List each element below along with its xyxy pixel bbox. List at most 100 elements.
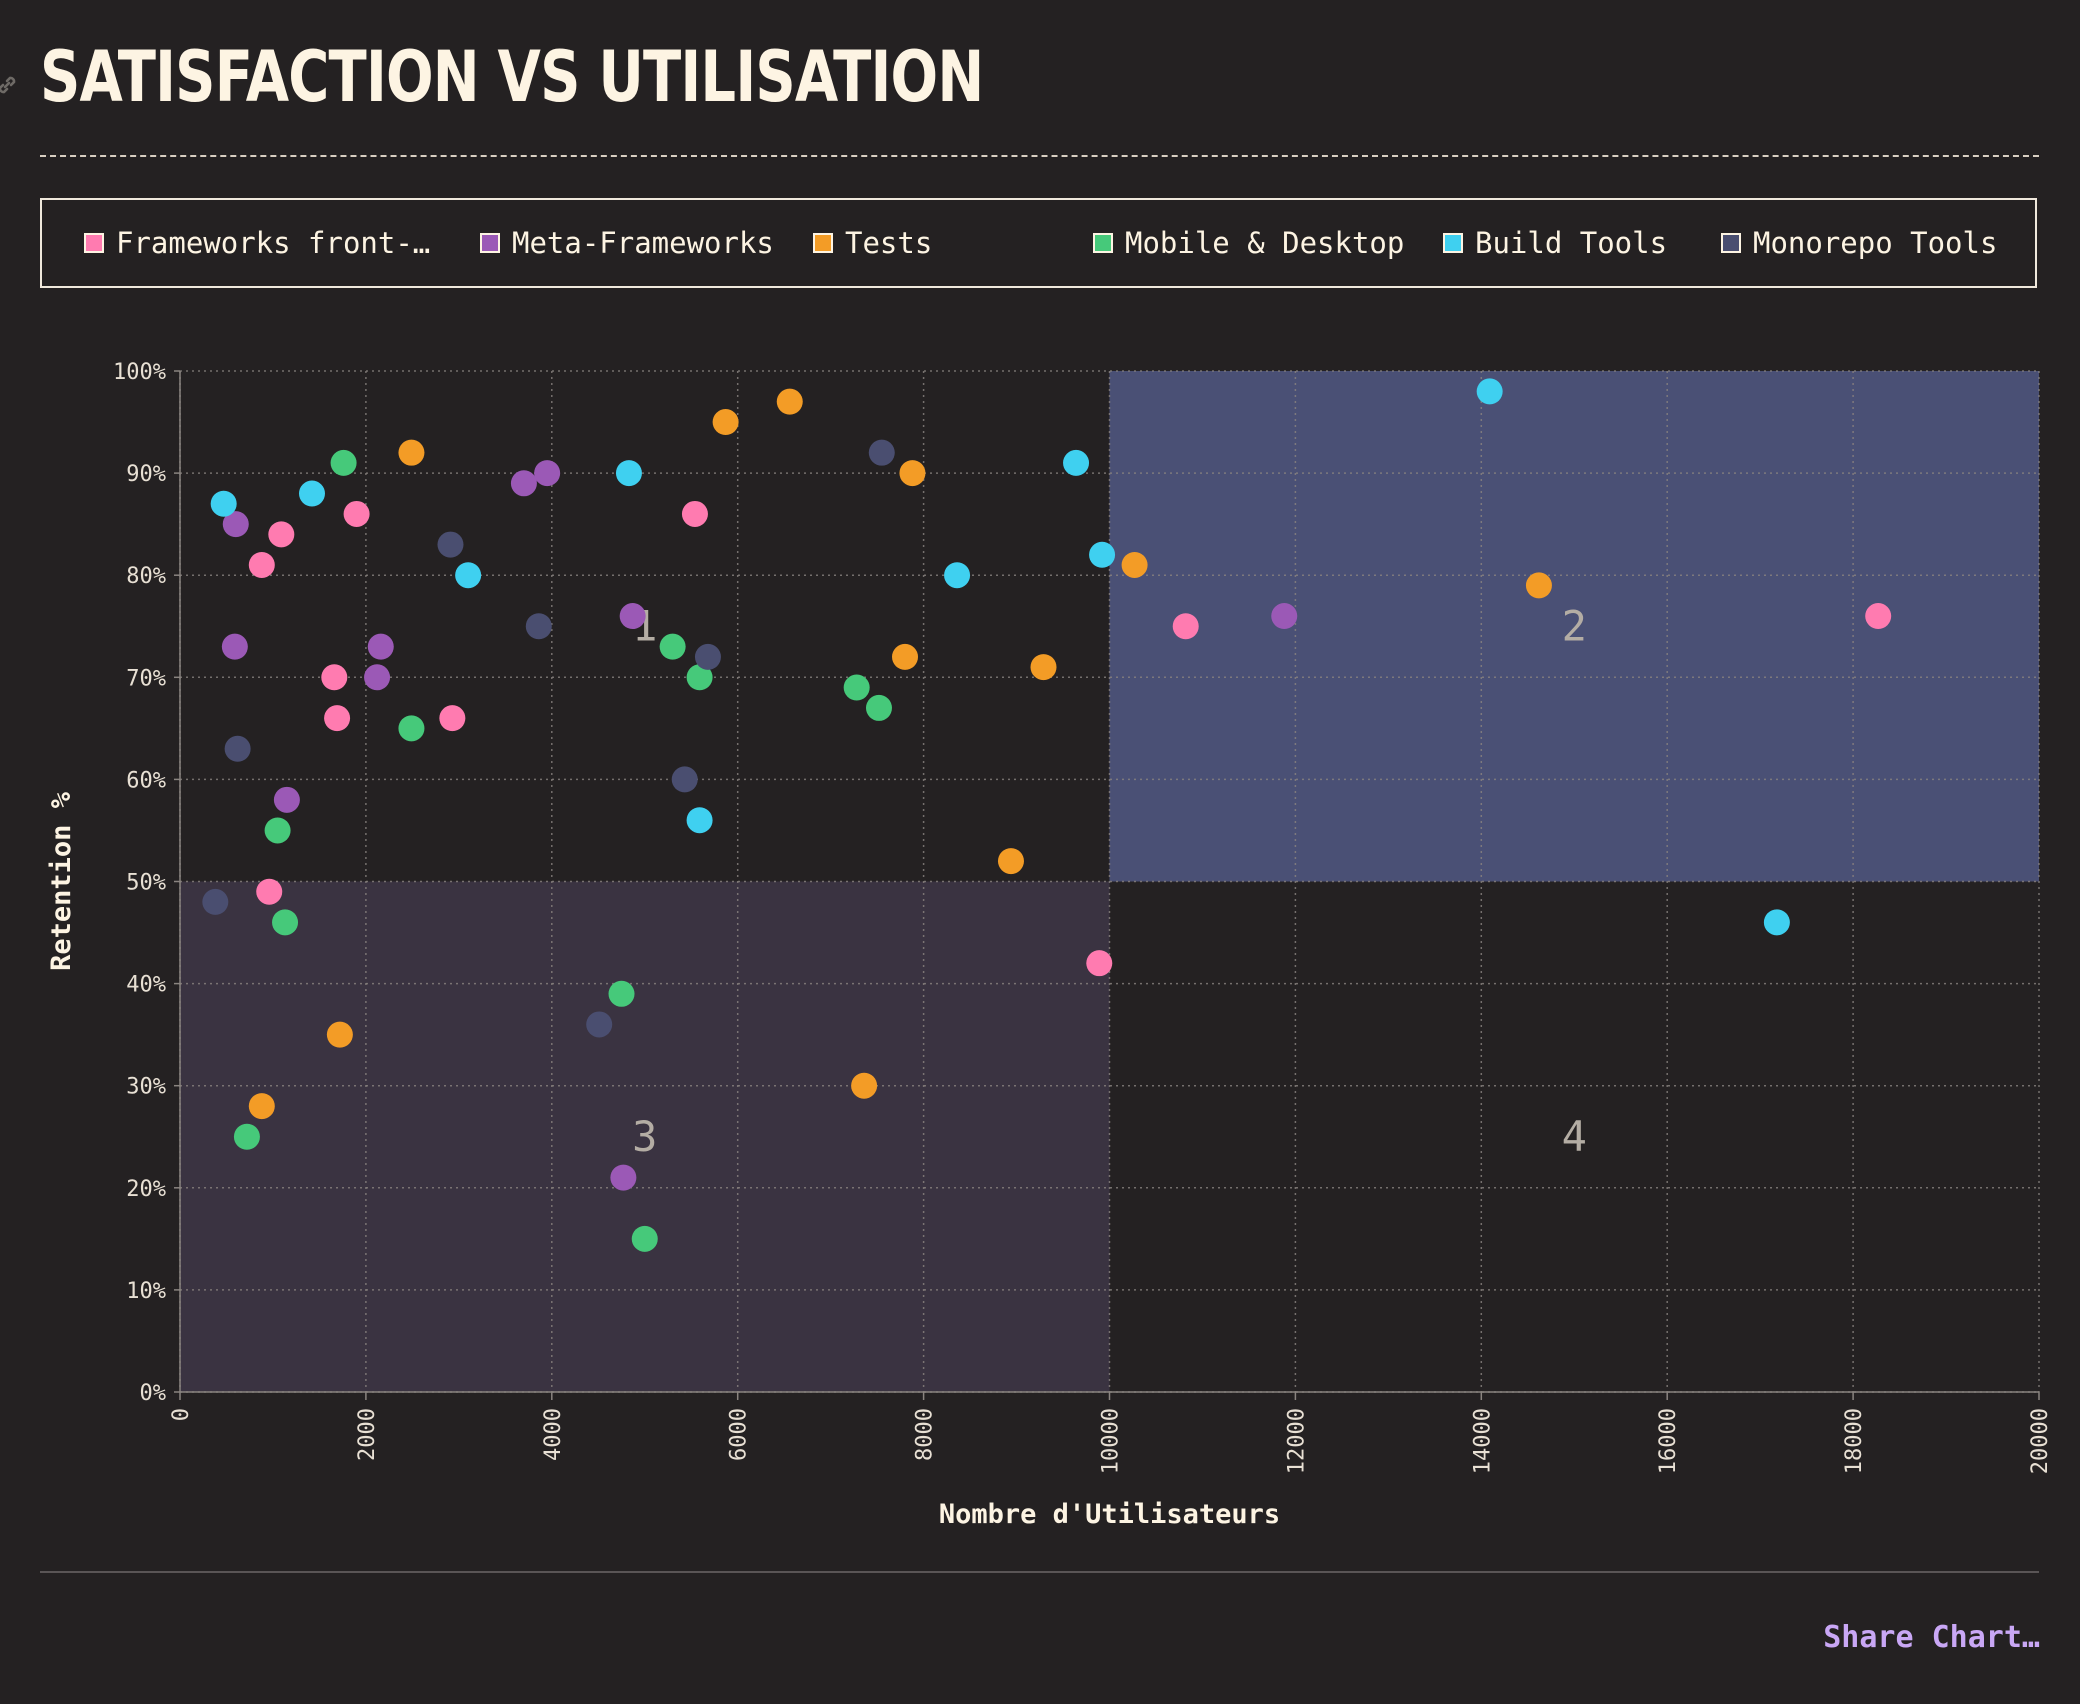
data-point	[686, 807, 713, 834]
bottom-divider	[40, 1571, 2039, 1573]
data-point	[1763, 909, 1790, 936]
data-point	[248, 551, 275, 578]
legend-item[interactable]: Meta-Frameworks	[480, 200, 800, 286]
data-point	[1089, 541, 1116, 568]
legend-item[interactable]: Mobile & Desktop	[1093, 200, 1433, 286]
data-point	[851, 1072, 878, 1099]
y-tick-label: 70%	[126, 666, 166, 691]
data-point	[631, 1225, 658, 1252]
legend-swatch	[84, 233, 104, 253]
data-point	[233, 1123, 260, 1150]
data-point	[534, 460, 561, 487]
data-point	[1476, 378, 1503, 405]
legend-swatch	[1443, 233, 1463, 253]
data-point	[865, 694, 892, 721]
data-point	[681, 500, 708, 527]
data-point	[202, 888, 229, 915]
data-point	[264, 817, 291, 844]
data-point	[712, 409, 739, 436]
data-point	[776, 388, 803, 415]
legend-swatch	[1721, 233, 1741, 253]
data-point	[326, 1021, 353, 1048]
quadrant-3-area	[180, 881, 1110, 1392]
legend-swatch	[1093, 233, 1113, 253]
link-icon[interactable]	[0, 72, 20, 98]
data-point	[619, 603, 646, 630]
data-point	[1172, 613, 1199, 640]
data-point	[586, 1011, 613, 1038]
chart-legend: Frameworks front-… Meta-Frameworks Tests Mo…	[40, 198, 2037, 288]
data-point	[248, 1093, 275, 1120]
y-axis-title: Retention %	[46, 791, 77, 971]
data-point	[268, 521, 295, 548]
x-axis-title: Nombre d'Utilisateurs	[939, 1499, 1280, 1530]
share-chart-button[interactable]: Share Chart…	[1823, 1620, 2040, 1655]
y-tick-label: 60%	[126, 768, 166, 793]
quadrant-label: 2	[1562, 601, 1587, 650]
data-point	[298, 480, 325, 507]
data-point	[272, 909, 299, 936]
data-point	[615, 460, 642, 487]
data-point	[364, 664, 391, 691]
legend-swatch	[813, 233, 833, 253]
y-tick-label: 0%	[140, 1381, 167, 1406]
legend-item[interactable]: Monorepo Tools	[1721, 200, 2041, 286]
data-point	[455, 562, 482, 589]
x-tick-label: 20000	[2028, 1408, 2053, 1474]
legend-item[interactable]: Frameworks front-…	[84, 200, 444, 286]
data-point	[1063, 449, 1090, 476]
x-tick-label: 8000	[913, 1408, 938, 1461]
legend-item[interactable]: Tests	[813, 200, 1073, 286]
x-tick-label: 18000	[1842, 1408, 1867, 1474]
data-point	[1030, 654, 1057, 681]
y-tick-label: 90%	[126, 462, 166, 487]
data-point	[398, 715, 425, 742]
data-point	[892, 643, 919, 670]
y-tick-label: 10%	[126, 1279, 166, 1304]
data-point	[321, 664, 348, 691]
title-divider	[40, 155, 2039, 157]
y-tick-label: 50%	[126, 871, 166, 896]
x-tick-label: 14000	[1470, 1408, 1495, 1474]
scatter-chart: 0% 10% 20% 30% 40% 50% 60% 70% 80% 90% 100% 0 2000 40…	[46, 360, 2053, 1530]
y-tick-label: 30%	[126, 1075, 166, 1100]
data-point	[273, 786, 300, 813]
x-tick-label: 16000	[1656, 1408, 1681, 1474]
data-point	[899, 460, 926, 487]
data-point	[256, 878, 283, 905]
x-tick-label: 2000	[355, 1408, 380, 1461]
data-point	[843, 674, 870, 701]
data-point	[1271, 603, 1298, 630]
data-point	[686, 664, 713, 691]
data-point	[525, 613, 552, 640]
x-tick-label: 0	[169, 1408, 194, 1421]
quadrant-label: 4	[1562, 1112, 1587, 1161]
y-tick-label: 80%	[126, 564, 166, 589]
data-point	[330, 449, 357, 476]
legend-item[interactable]: Build Tools	[1443, 200, 1703, 286]
legend-swatch	[480, 233, 500, 253]
x-tick-label: 12000	[1284, 1408, 1309, 1474]
data-point	[437, 531, 464, 558]
chart-title: SATISFACTION VS UTILISATION	[40, 36, 984, 118]
data-point	[210, 490, 237, 517]
data-point	[439, 705, 466, 732]
data-point	[510, 470, 537, 497]
data-point	[224, 735, 251, 762]
data-point	[1525, 572, 1552, 599]
x-tick-label: 4000	[541, 1408, 566, 1461]
data-point	[659, 633, 686, 660]
data-point	[221, 633, 248, 660]
data-point	[868, 439, 895, 466]
data-point	[1121, 551, 1148, 578]
data-point	[671, 766, 698, 793]
data-point	[324, 705, 351, 732]
quadrant-label: 3	[632, 1112, 657, 1161]
data-point	[1865, 603, 1892, 630]
data-point	[222, 511, 249, 538]
x-tick-label: 6000	[727, 1408, 752, 1461]
data-point	[367, 633, 394, 660]
y-tick-label: 20%	[126, 1177, 166, 1202]
data-point	[608, 980, 635, 1007]
x-tick-label: 10000	[1099, 1408, 1124, 1474]
